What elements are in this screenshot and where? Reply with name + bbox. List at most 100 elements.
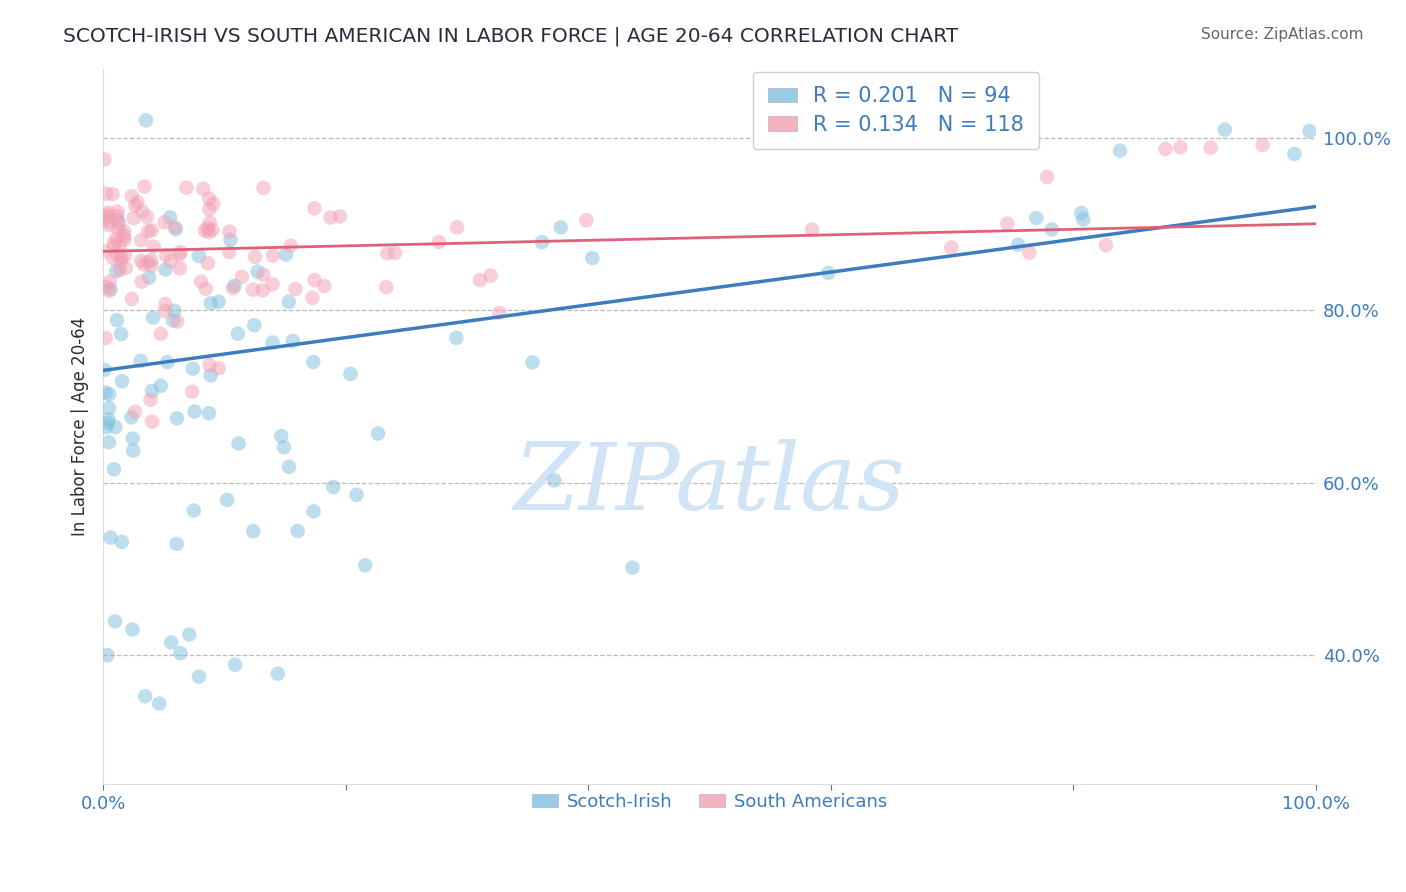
- Scotch-Irish: [181, 361, 204, 376]
- Scotch-Irish: [522, 355, 544, 369]
- South Americans: [114, 232, 136, 246]
- South Americans: [218, 245, 240, 260]
- Scotch-Irish: [105, 264, 128, 278]
- Scotch-Irish: [339, 367, 361, 381]
- South Americans: [115, 261, 138, 276]
- Scotch-Irish: [97, 416, 120, 430]
- South Americans: [262, 277, 284, 292]
- South Americans: [131, 204, 153, 219]
- South Americans: [198, 192, 221, 206]
- South Americans: [94, 186, 117, 201]
- South Americans: [197, 256, 219, 270]
- South Americans: [96, 280, 118, 294]
- South Americans: [141, 415, 163, 429]
- South Americans: [108, 263, 131, 277]
- South Americans: [242, 283, 264, 297]
- Scotch-Irish: [162, 313, 184, 327]
- Scotch-Irish: [224, 278, 246, 293]
- Scotch-Irish: [817, 266, 839, 280]
- Scotch-Irish: [165, 222, 187, 236]
- South Americans: [136, 255, 159, 269]
- Scotch-Irish: [208, 294, 231, 309]
- South Americans: [139, 392, 162, 407]
- Scotch-Irish: [277, 294, 299, 309]
- South Americans: [166, 314, 188, 328]
- Scotch-Irish: [160, 635, 183, 649]
- South Americans: [112, 228, 135, 243]
- South Americans: [488, 306, 510, 320]
- Scotch-Irish: [226, 326, 249, 341]
- Scotch-Irish: [169, 646, 191, 660]
- Scotch-Irish: [1284, 147, 1306, 161]
- South Americans: [304, 201, 326, 215]
- Scotch-Irish: [242, 524, 264, 538]
- South Americans: [107, 248, 129, 262]
- Scotch-Irish: [121, 432, 143, 446]
- Scotch-Irish: [1073, 212, 1095, 227]
- South Americans: [108, 216, 131, 230]
- Scotch-Irish: [278, 459, 301, 474]
- South Americans: [103, 235, 125, 250]
- South Americans: [197, 221, 219, 235]
- South Americans: [314, 279, 336, 293]
- South Americans: [446, 220, 468, 235]
- South Americans: [319, 211, 342, 225]
- Scotch-Irish: [97, 412, 120, 426]
- South Americans: [129, 253, 152, 268]
- South Americans: [93, 244, 115, 259]
- South Americans: [107, 204, 129, 219]
- Scotch-Irish: [134, 690, 156, 704]
- Text: SCOTCH-IRISH VS SOUTH AMERICAN IN LABOR FORCE | AGE 20-64 CORRELATION CHART: SCOTCH-IRISH VS SOUTH AMERICAN IN LABOR …: [63, 27, 959, 46]
- South Americans: [468, 273, 491, 287]
- Scotch-Irish: [219, 233, 242, 247]
- Scotch-Irish: [103, 462, 125, 476]
- Y-axis label: In Labor Force | Age 20-64: In Labor Force | Age 20-64: [72, 317, 89, 536]
- Scotch-Irish: [354, 558, 377, 573]
- Scotch-Irish: [302, 355, 325, 369]
- Scotch-Irish: [100, 531, 122, 545]
- Scotch-Irish: [273, 441, 295, 455]
- South Americans: [108, 237, 131, 252]
- South Americans: [284, 282, 307, 296]
- South Americans: [121, 189, 143, 203]
- South Americans: [252, 181, 274, 195]
- South Americans: [103, 252, 125, 266]
- South Americans: [107, 222, 129, 236]
- South Americans: [190, 275, 212, 289]
- Scotch-Irish: [155, 262, 177, 277]
- South Americans: [103, 239, 125, 253]
- Scotch-Irish: [267, 666, 290, 681]
- South Americans: [222, 281, 245, 295]
- South Americans: [941, 240, 963, 254]
- Scotch-Irish: [93, 363, 115, 377]
- Scotch-Irish: [302, 504, 325, 518]
- Scotch-Irish: [120, 410, 142, 425]
- Scotch-Irish: [187, 249, 209, 263]
- Scotch-Irish: [550, 220, 572, 235]
- Text: Source: ZipAtlas.com: Source: ZipAtlas.com: [1201, 27, 1364, 42]
- South Americans: [194, 282, 217, 296]
- Scotch-Irish: [122, 443, 145, 458]
- South Americans: [1199, 140, 1222, 154]
- South Americans: [155, 297, 177, 311]
- Scotch-Irish: [281, 334, 304, 348]
- South Americans: [1036, 169, 1059, 184]
- South Americans: [375, 280, 398, 294]
- Scotch-Irish: [135, 113, 157, 128]
- South Americans: [198, 202, 221, 217]
- Scotch-Irish: [270, 429, 292, 443]
- Scotch-Irish: [111, 374, 134, 388]
- South Americans: [329, 210, 352, 224]
- South Americans: [98, 210, 121, 224]
- South Americans: [252, 268, 274, 282]
- Scotch-Irish: [111, 534, 134, 549]
- Scotch-Irish: [105, 313, 128, 327]
- Scotch-Irish: [198, 406, 221, 420]
- Scotch-Irish: [149, 378, 172, 392]
- South Americans: [169, 245, 191, 260]
- South Americans: [105, 231, 128, 245]
- South Americans: [122, 211, 145, 225]
- Scotch-Irish: [142, 310, 165, 325]
- South Americans: [121, 292, 143, 306]
- Scotch-Irish: [97, 435, 120, 450]
